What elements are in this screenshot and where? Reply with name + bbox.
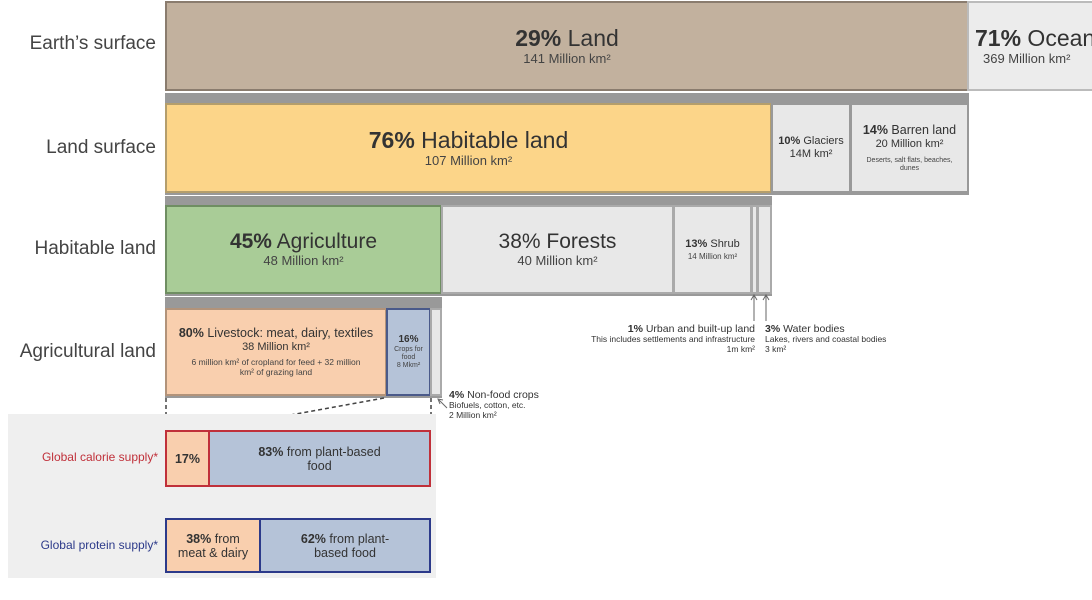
agriculture-pct: 45% bbox=[229, 230, 272, 254]
non-food-crops-segment bbox=[430, 308, 442, 396]
urban-pct: 1% bbox=[627, 323, 643, 335]
barren-pct: 14% bbox=[862, 122, 888, 137]
agriculture-segment: 45% Agriculture 48 Million km² bbox=[165, 205, 442, 294]
protein-animal-pct: 38% bbox=[186, 531, 212, 546]
earth-land-segment: 29% Land 141 Million km² bbox=[165, 1, 969, 91]
earth-land-pct: 29% bbox=[515, 24, 562, 51]
row-label-agricultural-land: Agricultural land bbox=[19, 341, 156, 362]
glaciers-area: 14M km² bbox=[789, 148, 833, 160]
non-food-label: Non-food crops bbox=[464, 389, 539, 401]
urban-label: Urban and built-up land bbox=[642, 323, 755, 335]
livestock-pct: 80% bbox=[178, 326, 204, 341]
habitable-land-area: 107 Million km² bbox=[424, 152, 513, 168]
water-area: 3 km² bbox=[765, 343, 787, 354]
livestock-note: 6 million km² of cropland for feed + 32 … bbox=[191, 357, 361, 378]
non-food-desc: Biofuels, cotton, etc. bbox=[449, 400, 526, 411]
forests-pct: 38% bbox=[498, 230, 541, 254]
urban-note: 1% Urban and built-up land This includes… bbox=[540, 323, 755, 355]
livestock-area: 38 Million km² bbox=[242, 341, 310, 354]
calorie-supply-label: Global calorie supply* bbox=[41, 450, 158, 464]
earth-land-area: 141 Million km² bbox=[523, 50, 611, 66]
shrub-pct: 13% bbox=[685, 238, 708, 251]
protein-bar: 38% from meat & dairy 62% from plant-bas… bbox=[165, 518, 431, 573]
calorie-plant-label: from plant-based food bbox=[283, 444, 381, 473]
habitable-land-segment: 76% Habitable land 107 Million km² bbox=[165, 103, 772, 193]
non-food-note: 4% Non-food crops Biofuels, cotton, etc.… bbox=[449, 389, 539, 421]
forests-label: Forests bbox=[540, 230, 617, 254]
row-label-earth-surface: Earth’s surface bbox=[29, 33, 156, 54]
agriculture-label: Agriculture bbox=[271, 230, 378, 254]
forests-area: 40 Million km² bbox=[517, 253, 598, 269]
calorie-plant-segment: 83% from plant-based food bbox=[210, 432, 429, 485]
row-label-land-surface: Land surface bbox=[46, 137, 156, 158]
earth-ocean-label: Ocean bbox=[1021, 24, 1092, 51]
shrub-area: 14 Million km² bbox=[687, 251, 738, 261]
glaciers-segment: 10% Glaciers 14M km² bbox=[771, 103, 851, 193]
calorie-bar: 17% 83% from plant-based food bbox=[165, 430, 431, 487]
water-label: Water bodies bbox=[780, 323, 845, 335]
barren-land-segment: 14% Barren land 20 Million km² Deserts, … bbox=[850, 103, 969, 193]
urban-area: 1m km² bbox=[726, 343, 755, 354]
protein-animal-segment: 38% from meat & dairy bbox=[167, 520, 261, 571]
habitable-land-pct: 76% bbox=[368, 126, 415, 153]
protein-plant-segment: 62% from plant-based food bbox=[261, 520, 429, 571]
water-pct: 3% bbox=[765, 323, 781, 335]
barren-area: 20 Million km² bbox=[875, 137, 944, 150]
protein-supply-label: Global protein supply* bbox=[40, 538, 158, 552]
urban-desc: This includes settlements and infrastruc… bbox=[591, 334, 755, 345]
glaciers-pct: 10% bbox=[778, 134, 801, 147]
protein-plant-pct: 62% bbox=[300, 531, 326, 546]
protein-animal-label: from meat & dairy bbox=[177, 531, 249, 560]
earth-ocean-area: 369 Million km² bbox=[983, 50, 1071, 66]
crops-pct: 16% bbox=[398, 333, 419, 345]
barren-note: Deserts, salt flats, beaches, dunes bbox=[866, 157, 953, 173]
non-food-area: 2 Million km² bbox=[449, 409, 497, 420]
livestock-label: Livestock: meat, dairy, textiles bbox=[203, 326, 374, 341]
shrub-label: Shrub bbox=[707, 238, 740, 251]
habitable-land-label: Habitable land bbox=[414, 126, 569, 153]
crops-area: 8 Mkm² bbox=[396, 362, 421, 370]
calorie-plant-pct: 83% bbox=[258, 444, 284, 459]
glaciers-label: Glaciers bbox=[800, 134, 844, 147]
water-desc: Lakes, rivers and coastal bodies bbox=[765, 334, 887, 345]
agriculture-area: 48 Million km² bbox=[263, 253, 344, 269]
water-note: 3% Water bodies Lakes, rivers and coasta… bbox=[765, 323, 886, 355]
shrub-segment: 13% Shrub 14 Million km² bbox=[673, 205, 752, 294]
crops-label: Crops for food bbox=[394, 345, 423, 361]
row-label-habitable-land: Habitable land bbox=[34, 238, 156, 259]
earth-ocean-segment: 71% Ocean 369 Million km² bbox=[967, 1, 1092, 91]
earth-ocean-pct: 71% bbox=[975, 24, 1022, 51]
crops-for-food-segment: 16% Crops for food 8 Mkm² bbox=[386, 308, 431, 396]
livestock-segment: 80% Livestock: meat, dairy, textiles 38 … bbox=[165, 308, 387, 396]
protein-plant-label: from plant-based food bbox=[314, 531, 390, 560]
water-segment bbox=[757, 205, 772, 294]
calorie-animal-segment: 17% bbox=[167, 432, 210, 485]
non-food-pct: 4% bbox=[449, 389, 465, 401]
calorie-animal-pct: 17% bbox=[174, 451, 201, 466]
barren-label: Barren land bbox=[887, 122, 957, 137]
earth-land-label: Land bbox=[561, 24, 619, 51]
forests-segment: 38% Forests 40 Million km² bbox=[441, 205, 674, 294]
